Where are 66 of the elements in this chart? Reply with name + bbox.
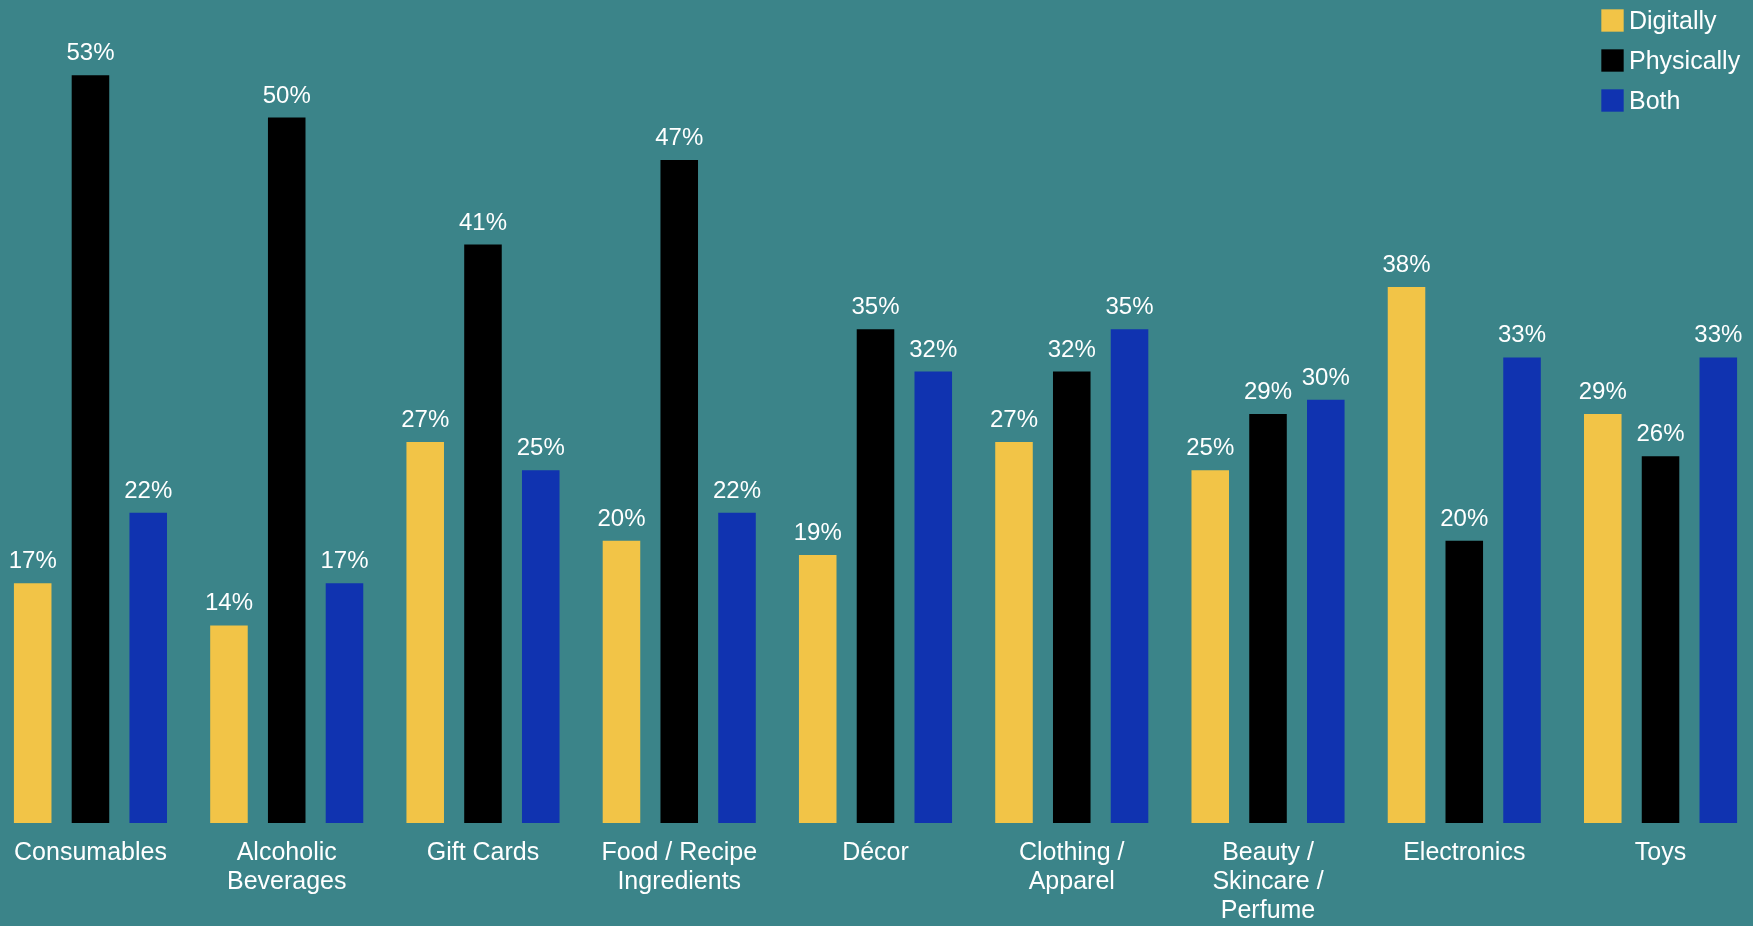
bar [210,625,248,823]
x-tick-label: Beauty / Skincare / Perfume [1212,836,1324,923]
x-tick-label: Electronics [1403,836,1526,865]
bar [718,512,756,823]
bar [1387,286,1426,823]
bar [129,512,168,823]
x-tick-label: Consumables [14,836,167,865]
data-label: 25% [516,433,565,461]
bar [13,583,52,823]
bar [856,329,895,823]
bar [1583,413,1622,823]
data-label: 19% [793,517,842,545]
legend-label: Physically [1629,45,1741,74]
bar [406,442,444,823]
data-label: 38% [1382,249,1431,277]
bar [1110,329,1149,823]
data-label: 29% [1243,376,1293,404]
bar [464,244,502,823]
bar [914,371,953,823]
data-label: 17% [8,546,57,574]
bar [325,583,364,823]
data-label: 25% [1186,433,1235,461]
data-label: 30% [1301,362,1350,390]
bar [660,159,699,823]
bar [798,554,837,823]
bar [521,470,560,823]
x-tick-label: Alcoholic Beverages [226,836,347,894]
x-tick-label: Toys [1634,836,1687,865]
data-label: 17% [320,546,369,574]
bar [1307,399,1345,823]
legend-label: Both [1629,85,1681,114]
data-label: 50% [262,80,311,108]
data-label: 27% [989,405,1039,433]
bar [1191,470,1230,823]
data-label: 22% [712,475,762,503]
data-label: 29% [1578,376,1627,404]
data-label: 35% [1105,292,1154,320]
x-tick-label: Gift Cards [426,836,540,865]
data-label: 33% [1694,320,1743,348]
legend-label: Digitally [1629,5,1718,34]
data-label: 27% [401,405,450,433]
bar [1052,371,1091,823]
data-label: 32% [1047,334,1096,362]
bar [1641,456,1680,823]
data-label: 32% [909,334,958,362]
bar [1503,357,1541,823]
data-label: 14% [204,588,253,616]
bar [1249,413,1287,823]
data-label: 33% [1498,320,1547,348]
x-tick-label: Clothing / Apparel [1018,836,1125,894]
bar [1699,357,1738,823]
x-tick-label: Décor [842,836,909,865]
bar [71,75,110,823]
bar [602,540,641,823]
data-label: 20% [597,503,646,531]
x-tick-label: Food / Recipe Ingredients [601,836,758,894]
data-label: 47% [655,122,704,150]
data-label: 26% [1636,419,1685,447]
data-label: 35% [851,292,900,320]
data-label: 53% [66,38,115,66]
bar [995,442,1033,823]
bar [267,117,306,823]
data-label: 20% [1440,503,1489,531]
bar [1445,540,1484,823]
data-label: 41% [458,207,508,235]
data-label: 22% [124,475,173,503]
